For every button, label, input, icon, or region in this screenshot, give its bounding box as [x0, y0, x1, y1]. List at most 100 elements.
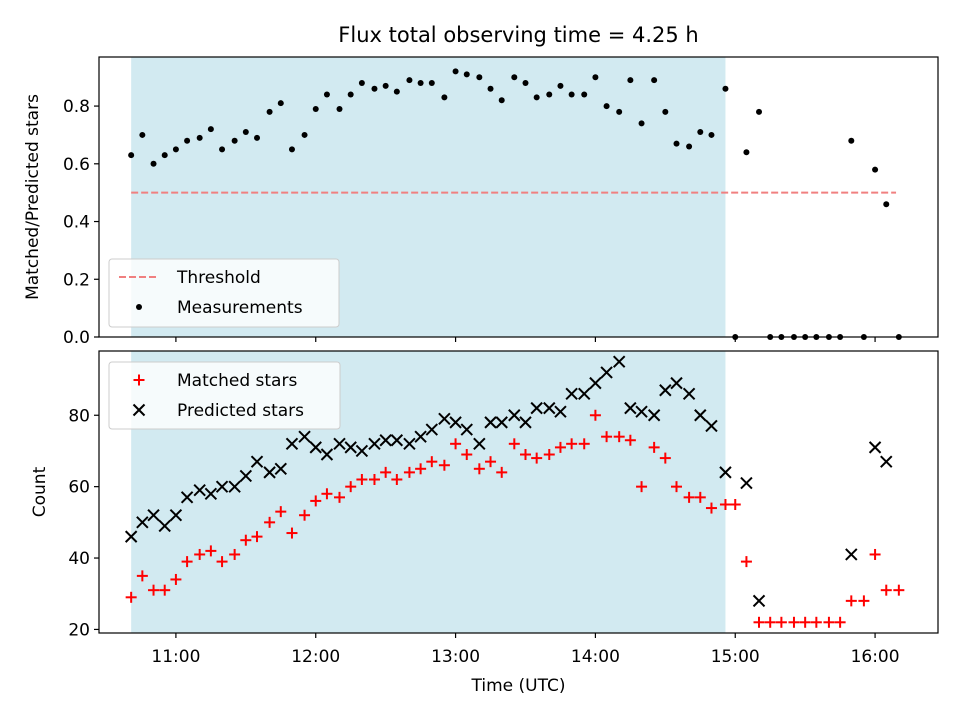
x-tick-label: 16:00 — [851, 647, 900, 667]
measurement-point — [708, 131, 715, 138]
matched-star-point — [310, 495, 322, 507]
matched-star-point — [485, 456, 497, 468]
predicted-star-point — [578, 387, 591, 401]
measurement-point — [546, 91, 553, 98]
matched-star-point — [810, 616, 822, 628]
predicted-star-point — [495, 416, 508, 429]
predicted-star-point — [565, 387, 578, 401]
predicted-star-point — [414, 430, 427, 443]
measurement-point — [511, 74, 518, 81]
measurement-point — [347, 91, 354, 98]
measurement-point — [312, 105, 319, 112]
matched-star-point — [589, 409, 601, 421]
measurement-point — [522, 79, 529, 86]
predicted-star-point — [612, 355, 626, 368]
measurement-point — [627, 77, 634, 84]
measurement-point — [638, 120, 645, 127]
predicted-star-point — [845, 548, 858, 561]
predicted-star-point — [298, 430, 311, 443]
measurement-point — [452, 68, 459, 75]
matched-star-point — [799, 616, 811, 628]
measurement-point — [883, 201, 890, 208]
measurement-point — [242, 129, 249, 136]
matched-star-point — [775, 616, 787, 628]
matched-star-point — [216, 556, 228, 568]
matched-star-point — [240, 534, 252, 546]
predicted-star-point — [147, 508, 160, 522]
predicted-star-point — [519, 416, 532, 429]
matched-star-point — [356, 474, 368, 486]
matched-star-point — [613, 431, 625, 443]
legend-measurement-swatch — [136, 304, 142, 310]
predicted-star-point — [449, 416, 462, 429]
matched-star-point — [719, 498, 731, 510]
bottom-y-tick-label: 80 — [68, 406, 90, 426]
predicted-star-point — [635, 405, 648, 418]
predicted-star-point — [868, 441, 882, 454]
matched-star-point — [659, 452, 671, 464]
predicted-star-point — [647, 409, 661, 422]
predicted-star-point — [543, 401, 556, 415]
measurement-point — [231, 137, 238, 144]
top-y-tick-label: 0.0 — [63, 328, 90, 348]
predicted-star-point — [274, 462, 287, 476]
matched-star-point — [159, 584, 171, 596]
legend-matched-label: Matched stars — [177, 371, 297, 391]
matched-star-point — [194, 548, 206, 560]
predicted-star-point — [263, 466, 276, 479]
predicted-star-point — [473, 437, 486, 451]
measurement-point — [686, 143, 693, 150]
top-y-tick-label: 0.6 — [63, 155, 90, 175]
predicted-star-point — [368, 437, 381, 451]
predicted-star-point — [460, 423, 473, 436]
predicted-star-point — [719, 466, 732, 479]
legend-measurements-label: Measurements — [177, 298, 303, 318]
measurement-point — [428, 79, 435, 86]
matched-star-point — [461, 449, 473, 461]
matched-star-point — [624, 434, 636, 446]
measurement-point — [393, 88, 400, 95]
matched-star-point — [251, 531, 263, 543]
x-tick-label: 12:00 — [291, 647, 340, 667]
predicted-star-point — [438, 412, 451, 426]
predicted-star-point — [158, 519, 171, 533]
bottom-y-tick-label: 60 — [68, 478, 90, 498]
matched-star-point — [543, 449, 555, 461]
measurement-point — [557, 82, 564, 89]
matched-star-point — [380, 466, 392, 478]
matched-star-point — [788, 616, 800, 628]
matched-star-point — [648, 441, 660, 453]
matched-star-point — [286, 527, 298, 539]
predicted-star-point — [250, 455, 264, 468]
matched-star-point — [321, 488, 333, 500]
predicted-star-point — [215, 480, 229, 493]
predicted-star-point — [740, 476, 753, 490]
measurement-point — [722, 85, 729, 92]
matched-star-point — [136, 570, 148, 582]
matched-star-point — [578, 438, 590, 450]
predicted-star-point — [320, 448, 334, 461]
measurement-point — [277, 100, 284, 107]
bottom-y-tick-label: 40 — [68, 549, 90, 569]
predicted-star-point — [554, 405, 567, 418]
bottom-axis-ticks: 20 40 60 80 11:00 12:00 13:00 14:00 15:00 16:00 — [68, 406, 899, 667]
legend-plus-marker — [133, 374, 145, 386]
x-tick-label: 14:00 — [571, 647, 620, 667]
matched-star-point — [205, 545, 217, 557]
matched-star-point — [508, 438, 520, 450]
measurement-point — [697, 129, 704, 136]
predicted-star-point — [600, 366, 613, 379]
top-y-tick-label: 0.8 — [63, 97, 90, 117]
bottom-legend: Matched stars Predicted stars — [108, 361, 341, 430]
predicted-star-point — [344, 441, 357, 454]
top-legend: Threshold Measurements — [108, 258, 340, 328]
matched-star-point — [858, 595, 870, 607]
predicted-star-point — [694, 409, 707, 422]
measurement-point — [139, 131, 146, 138]
matched-star-point — [229, 548, 241, 560]
measurement-point — [616, 108, 623, 115]
measurement-point — [476, 74, 483, 81]
measurement-point — [651, 77, 658, 84]
matched-star-point — [368, 474, 380, 486]
